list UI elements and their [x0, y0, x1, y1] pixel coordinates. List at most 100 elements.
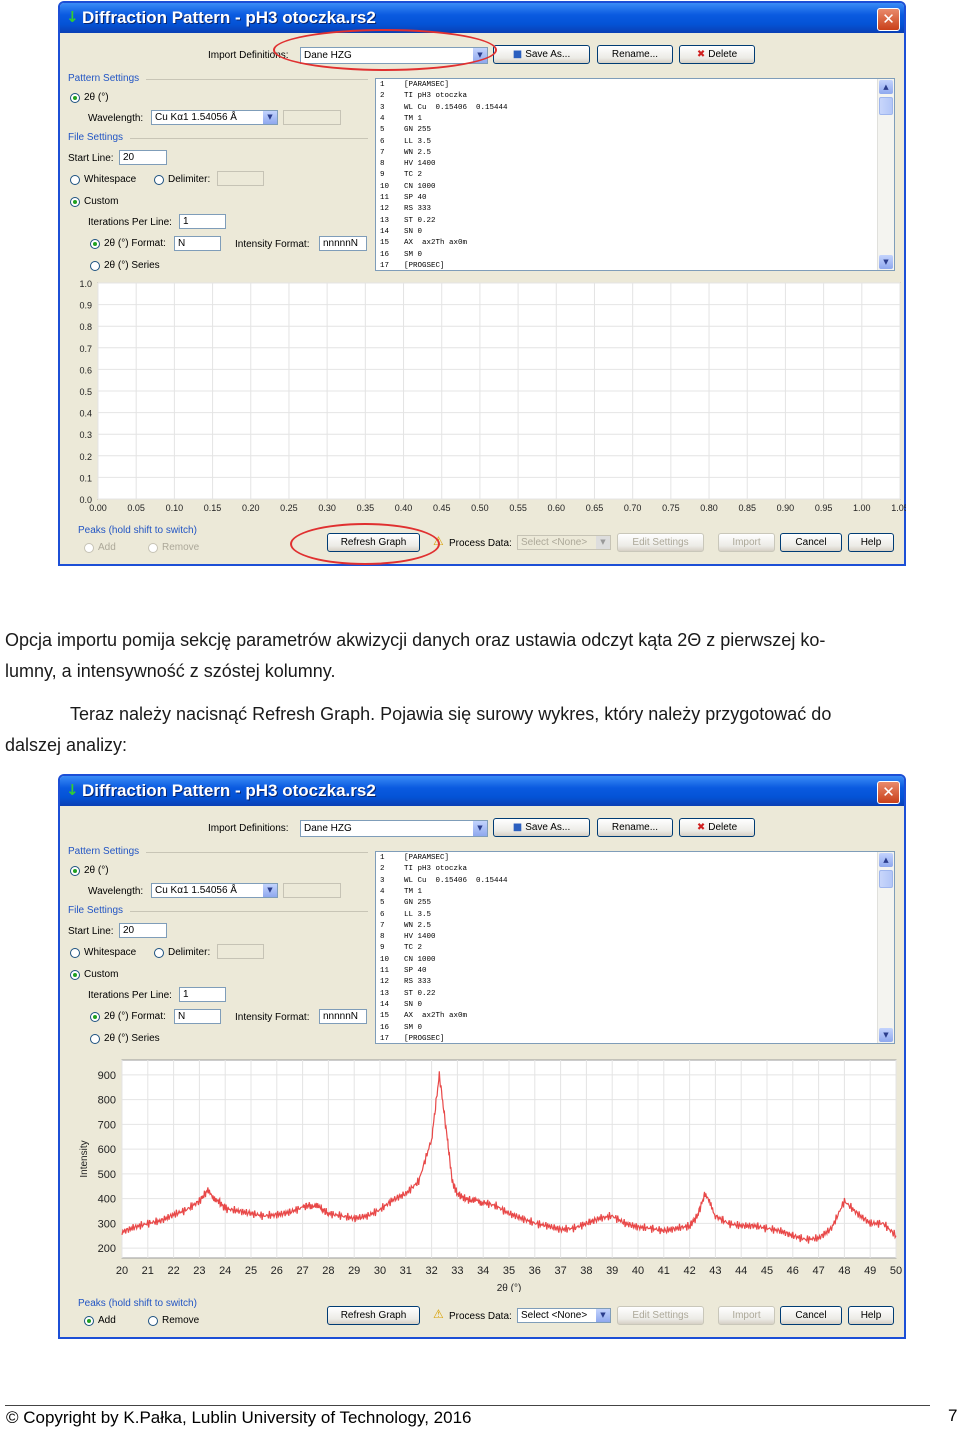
- help-button[interactable]: Help: [848, 533, 894, 552]
- remove-peak-label: Remove: [162, 542, 200, 553]
- two-theta-format-label: 2θ (°) Format:: [104, 238, 166, 249]
- x-tick-label: 41: [658, 1265, 670, 1277]
- intensity-format-label: Intensity Format:: [235, 239, 310, 250]
- two-theta-series-radio[interactable]: [90, 261, 100, 271]
- scroll-thumb[interactable]: [879, 870, 893, 888]
- x-tick-label: 50: [890, 1265, 902, 1277]
- save-as-button[interactable]: ■ Save As...: [493, 45, 590, 64]
- diffraction-dialog-after: ↓ Diffraction Pattern - pH3 otoczka.rs2 …: [58, 774, 906, 1339]
- close-button[interactable]: ✕: [877, 8, 900, 31]
- rename-label: Rename...: [611, 49, 659, 60]
- whitespace-radio[interactable]: [70, 948, 80, 958]
- rename-button[interactable]: Rename...: [597, 45, 673, 64]
- two-theta-series-radio[interactable]: [90, 1034, 100, 1044]
- y-tick-label: 500: [98, 1169, 116, 1181]
- x-tick-label: 1.00: [853, 503, 871, 513]
- edit-settings-button[interactable]: Edit Settings: [617, 1306, 704, 1325]
- file-listing[interactable]: 1 [PARAMSEC] 2 TI pH3 otoczka 3 WL Cu 0.15406…: [375, 78, 895, 271]
- intensity-format-field[interactable]: nnnnnN: [319, 236, 367, 251]
- paragraph-2-line-2: dalszej analizy:: [5, 735, 128, 755]
- chevron-down-icon: ▼: [596, 536, 610, 549]
- listing-line-text: [PROGSEC]: [404, 1034, 445, 1043]
- delete-button[interactable]: ✖ Delete: [679, 818, 755, 837]
- wavelength-select[interactable]: Cu Kα1 1.54056 Å ▼: [151, 883, 278, 898]
- listing-scrollbar[interactable]: ▲ ▼: [877, 852, 894, 1043]
- help-button[interactable]: Help: [848, 1306, 894, 1325]
- delimiter-radio[interactable]: [154, 175, 164, 185]
- listing-line-number: 14: [380, 1000, 390, 1009]
- intensity-format-field[interactable]: nnnnnN: [319, 1009, 367, 1024]
- intensity-format-value: nnnnnN: [323, 238, 359, 249]
- x-tick-label: 30: [374, 1265, 386, 1277]
- scroll-up-icon[interactable]: ▲: [879, 80, 893, 94]
- listing-line-number: 2: [380, 865, 385, 874]
- import-button[interactable]: Import: [718, 1306, 775, 1325]
- remove-peak-radio[interactable]: [148, 1316, 158, 1326]
- custom-radio[interactable]: [70, 970, 80, 980]
- x-tick-label: 40: [632, 1265, 644, 1277]
- listing-line-number: 3: [380, 876, 385, 885]
- listing-line-text: SM 0: [404, 1023, 423, 1032]
- listing-line-text: WN 2.5: [404, 921, 432, 930]
- listing-line-number: 4: [380, 114, 385, 123]
- cancel-button[interactable]: Cancel: [780, 1306, 842, 1325]
- cancel-button[interactable]: Cancel: [780, 533, 842, 552]
- x-tick-label: 0.80: [700, 503, 718, 513]
- iterations-value: 1: [183, 216, 189, 227]
- two-theta-series-label: 2θ (°) Series: [104, 260, 160, 271]
- two-theta-format-field[interactable]: N: [174, 236, 221, 251]
- chevron-down-icon[interactable]: ▼: [263, 884, 277, 897]
- two-theta-radio[interactable]: [70, 93, 80, 103]
- two-theta-format-radio[interactable]: [90, 1012, 100, 1022]
- add-peak-radio[interactable]: [84, 1316, 94, 1326]
- x-tick-label: 0.15: [204, 503, 222, 513]
- import-button[interactable]: Import: [718, 533, 775, 552]
- listing-scrollbar[interactable]: ▲ ▼: [877, 79, 894, 270]
- chevron-down-icon[interactable]: ▼: [596, 1309, 610, 1322]
- edit-settings-button[interactable]: Edit Settings: [617, 533, 704, 552]
- rename-button[interactable]: Rename...: [597, 818, 673, 837]
- listing-line-text: CN 1000: [404, 182, 436, 191]
- listing-line-text: TC 2: [404, 944, 423, 953]
- listing-line-text: GN 255: [404, 126, 432, 135]
- delete-button[interactable]: ✖ Delete: [679, 45, 755, 64]
- file-listing[interactable]: 1 [PARAMSEC] 2 TI pH3 otoczka 3 WL Cu 0.15406…: [375, 851, 895, 1044]
- scroll-down-icon[interactable]: ▼: [879, 1028, 893, 1042]
- refresh-graph-label: Refresh Graph: [340, 1310, 407, 1321]
- help-label: Help: [860, 1310, 882, 1321]
- y-tick-label: 0.2: [79, 452, 92, 462]
- chevron-down-icon[interactable]: ▼: [473, 821, 487, 836]
- paragraph-2: Teraz należy nacisnąć Refresh Graph. Poj…: [5, 699, 960, 761]
- iterations-field[interactable]: 1: [179, 987, 226, 1002]
- save-as-button[interactable]: ■ Save As...: [493, 818, 590, 837]
- listing-line-number: 17: [380, 261, 390, 270]
- import-definitions-select[interactable]: Dane HZG ▼: [300, 820, 488, 837]
- scroll-thumb[interactable]: [879, 97, 893, 115]
- listing-line-number: 10: [380, 955, 390, 964]
- refresh-graph-button[interactable]: Refresh Graph: [327, 1306, 420, 1325]
- listing-line-text: ST 0.22: [404, 216, 436, 225]
- app-icon: ↓: [66, 781, 79, 799]
- chevron-down-icon[interactable]: ▼: [263, 111, 277, 124]
- process-data-select[interactable]: Select <None> ▼: [517, 1308, 611, 1323]
- y-tick-label: 400: [98, 1194, 116, 1206]
- scroll-up-icon[interactable]: ▲: [879, 853, 893, 867]
- x-tick-label: 38: [580, 1265, 592, 1277]
- start-line-field[interactable]: 20: [119, 150, 167, 165]
- two-theta-format-field[interactable]: N: [174, 1009, 221, 1024]
- scroll-down-icon[interactable]: ▼: [879, 255, 893, 269]
- iterations-field[interactable]: 1: [179, 214, 226, 229]
- close-button[interactable]: ✕: [877, 781, 900, 804]
- wavelength-select[interactable]: Cu Kα1 1.54056 Å ▼: [151, 110, 278, 125]
- x-tick-label: 0.35: [357, 503, 375, 513]
- two-theta-format-radio[interactable]: [90, 239, 100, 249]
- delimiter-radio[interactable]: [154, 948, 164, 958]
- remove-peak-radio[interactable]: [148, 543, 158, 553]
- start-line-field[interactable]: 20: [119, 923, 167, 938]
- x-tick-label: 20: [116, 1265, 128, 1277]
- two-theta-radio[interactable]: [70, 866, 80, 876]
- whitespace-radio[interactable]: [70, 175, 80, 185]
- add-peak-radio[interactable]: [84, 543, 94, 553]
- listing-line-number: 7: [380, 921, 385, 930]
- custom-radio[interactable]: [70, 197, 80, 207]
